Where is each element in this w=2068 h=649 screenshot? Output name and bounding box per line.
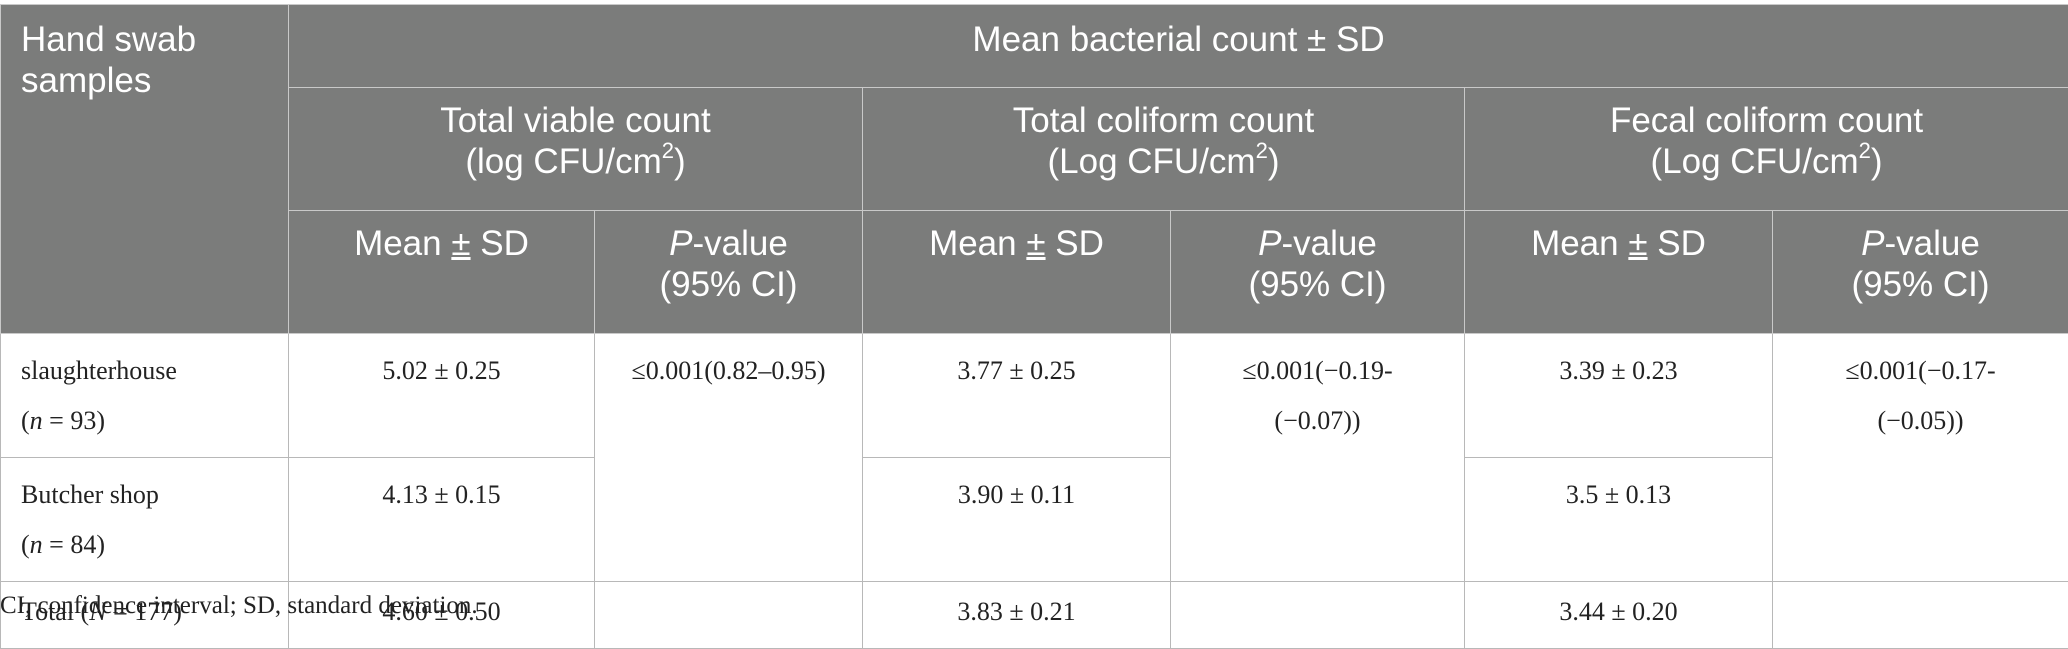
table-container: Hand swab samples Mean bacterial count ±… [0,4,2068,649]
header-fecal-coliform-count: Fecal coliform count (Log CFU/cm2) [1465,88,2068,211]
header-fcc-pvalue: P-value (95% CI) [1773,211,2068,334]
cell-fcc-mean: 3.44 ± 0.20 [1465,582,1773,649]
cell-tcc-mean: 3.90 ± 0.11 [863,458,1171,582]
table-row: slaughterhouse (n = 93) 5.02 ± 0.25 ≤0.0… [1,334,2068,458]
cell-tvc-pvalue: ≤0.001(0.82–0.95) [595,334,863,582]
table-header: Hand swab samples Mean bacterial count ±… [1,5,2068,334]
results-table: Hand swab samples Mean bacterial count ±… [0,4,2068,649]
header-tcc-mean-sd: Mean ± SD [863,211,1171,334]
row-label-slaughterhouse: slaughterhouse (n = 93) [1,334,289,458]
header-fcc-mean-sd: Mean ± SD [1465,211,1773,334]
cell-tvc-mean: 4.13 ± 0.15 [289,458,595,582]
table-footnote: CI, confidence interval; SD, standard de… [0,592,478,620]
cell-fcc-mean: 3.39 ± 0.23 [1465,334,1773,458]
cell-tcc-mean: 3.83 ± 0.21 [863,582,1171,649]
header-mean-bacterial-count: Mean bacterial count ± SD [289,5,2068,88]
cell-tvc-mean: 5.02 ± 0.25 [289,334,595,458]
header-total-coliform-count: Total coliform count (Log CFU/cm2) [863,88,1465,211]
cell-tcc-pvalue: ≤0.001(−0.19- (−0.07)) [1171,334,1465,582]
cell-tcc-pvalue-empty [1171,582,1465,649]
table-row: Butcher shop (n = 84) 4.13 ± 0.15 3.90 ±… [1,458,2068,582]
header-hand-swab-samples: Hand swab samples [1,5,289,334]
cell-fcc-mean: 3.5 ± 0.13 [1465,458,1773,582]
row-label-butcher-shop: Butcher shop (n = 84) [1,458,289,582]
cell-tvc-pvalue-empty [595,582,863,649]
header-tvc-mean-sd: Mean ± SD [289,211,595,334]
header-tvc-pvalue: P-value (95% CI) [595,211,863,334]
cell-tcc-mean: 3.77 ± 0.25 [863,334,1171,458]
cell-fcc-pvalue-empty [1773,582,2068,649]
cell-fcc-pvalue: ≤0.001(−0.17- (−0.05)) [1773,334,2068,582]
header-tcc-pvalue: P-value (95% CI) [1171,211,1465,334]
header-total-viable-count: Total viable count (log CFU/cm2) [289,88,863,211]
